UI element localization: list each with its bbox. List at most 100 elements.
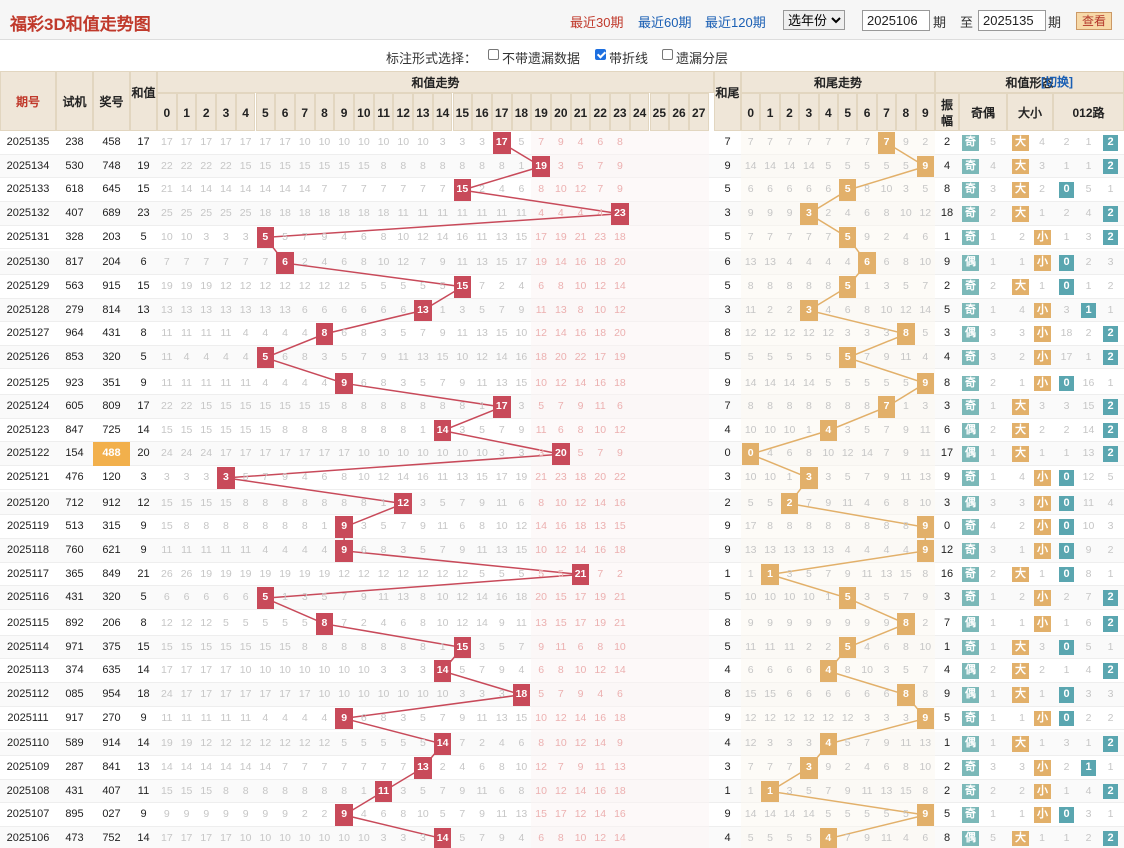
sum-omission-cell: 12	[377, 567, 390, 580]
sum-omission-cell: 9	[617, 183, 623, 196]
sum-omission-cell: 18	[318, 206, 331, 219]
sum-omission-cell: 10	[436, 591, 449, 604]
tail-cell: 4	[724, 831, 731, 844]
sum-omission-cell: 10	[436, 447, 449, 460]
issue-cell: 2025114	[6, 640, 49, 653]
sum-omission-cell: 13	[279, 303, 291, 316]
tail-hit-marker: 3	[800, 467, 818, 489]
odd-even-omission: 3	[990, 183, 996, 196]
sum-omission-cell: 14	[574, 784, 587, 797]
sum-cell: 9	[140, 520, 147, 533]
tail-omission-cell: 4	[922, 350, 929, 363]
odd-even-marker: 奇	[962, 375, 979, 392]
sum-omission-cell: 3	[420, 496, 426, 509]
tail-omission-cell: 5	[825, 808, 832, 821]
tail-hit-marker: 8	[897, 323, 915, 345]
sum-omission-cell: 4	[597, 687, 604, 700]
tail-omission-cell: 11	[919, 423, 931, 436]
sum-omission-cell: 14	[239, 183, 252, 196]
polyline-checkbox[interactable]	[595, 49, 606, 60]
no-omission-label[interactable]: 不带遗漏数据	[502, 51, 581, 66]
tail-hit-marker: 5	[839, 346, 857, 369]
sum-omission-cell: 10	[397, 230, 410, 243]
tail-hit-marker: 5	[839, 226, 857, 249]
road-marker: 2	[1103, 446, 1118, 463]
tail-omission-cell: 3	[786, 737, 793, 750]
year-select[interactable]: 选年份	[783, 10, 845, 30]
amplitude-cell: 9	[943, 687, 951, 700]
tail-col-9: 9	[915, 93, 935, 131]
odd-even-omission: 5	[990, 831, 996, 844]
big-small-marker: 大	[1012, 278, 1029, 295]
road-omission: 1	[1107, 376, 1114, 389]
road-omission: 4	[1107, 496, 1114, 509]
sum-omission-cell: 10	[377, 687, 390, 700]
recent-30-link[interactable]: 最近30期	[570, 15, 624, 30]
big-small-marker: 小	[1034, 543, 1051, 559]
tail-omission-cell: 6	[786, 447, 793, 460]
tail-omission-cell: 6	[825, 183, 832, 196]
sum-omission-cell	[630, 756, 650, 780]
trial-cell: 513	[65, 520, 84, 533]
tail-omission-cell: 15	[764, 687, 776, 700]
sum-omission-cell: 19	[200, 567, 213, 580]
sum-omission-cell: 15	[161, 640, 173, 653]
sum-omission-cell: 10	[358, 664, 370, 677]
layered-omission-label[interactable]: 遗漏分层	[676, 51, 729, 66]
to-issue-input[interactable]	[978, 10, 1046, 31]
road-marker: 2	[1103, 736, 1118, 752]
no-omission-checkbox[interactable]	[488, 49, 499, 60]
sum-omission-cell: 17	[259, 687, 272, 700]
sum-omission-cell: 10	[417, 687, 429, 700]
sum-omission-cell: 8	[420, 400, 426, 413]
trial-header: 试机	[56, 71, 93, 131]
sum-omission-cell: 19	[220, 567, 232, 580]
sum-omission-cell: 17	[180, 687, 193, 700]
sum-omission-cell: 10	[377, 256, 390, 269]
recent-120-link[interactable]: 最近120期	[705, 15, 766, 30]
big-small-omission: 2	[1019, 591, 1025, 604]
sum-omission-cell: 8	[301, 423, 308, 436]
layered-omission-checkbox[interactable]	[662, 49, 673, 60]
switch-link[interactable]: [切换]	[1041, 75, 1073, 89]
sum-omission-cell: 8	[420, 617, 426, 629]
road-omission: 1	[1063, 617, 1070, 629]
recent-60-link[interactable]: 最近60期	[638, 15, 692, 30]
sum-omission-cell	[689, 612, 709, 636]
sum-omission-cell: 11	[161, 711, 173, 724]
sum-cell: 14	[137, 664, 150, 677]
sum-omission-cell: 8	[479, 520, 485, 533]
sum-omission-cell: 3	[479, 136, 485, 148]
sum-omission-cell: 3	[479, 687, 485, 700]
odd-even-omission: 1	[990, 591, 996, 604]
from-issue-input[interactable]	[862, 10, 930, 31]
sum-hit-marker: 20	[552, 443, 570, 466]
query-button[interactable]: 查看	[1076, 12, 1112, 30]
sum-omission-cell: 6	[301, 303, 308, 316]
polyline-label[interactable]: 带折线	[609, 51, 649, 66]
sum-omission-cell: 17	[239, 447, 252, 460]
sum-col-18: 18	[511, 93, 532, 131]
sum-omission-cell: 5	[439, 279, 446, 292]
sum-omission-cell: 15	[161, 423, 173, 436]
tail-omission-cell: 9	[864, 230, 870, 243]
tail-omission-cell: 8	[825, 279, 832, 292]
amplitude-cell: 18	[940, 206, 954, 219]
draw-cell: 814	[102, 303, 121, 316]
issue-cell: 2025123	[6, 423, 50, 436]
sum-omission-cell: 11	[456, 327, 468, 340]
draw-cell: 635	[102, 664, 121, 677]
sum-omission-cell: 10	[574, 831, 587, 844]
odd-even-marker: 奇	[962, 759, 979, 776]
sum-omission-cell	[650, 803, 670, 827]
tail-omission-cell: 3	[883, 279, 890, 292]
sum-omission-cell: 10	[259, 831, 272, 844]
sum-omission-cell: 12	[417, 567, 429, 580]
sum-omission-cell: 8	[557, 831, 564, 844]
sum-omission-cell: 3	[301, 591, 308, 604]
sum-omission-cell: 17	[259, 136, 272, 148]
tail-col-2: 2	[779, 93, 800, 131]
sum-omission-cell: 11	[200, 376, 212, 389]
sum-omission-cell: 11	[437, 520, 449, 533]
draw-cell: 621	[102, 544, 121, 557]
